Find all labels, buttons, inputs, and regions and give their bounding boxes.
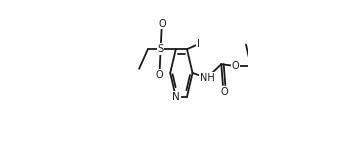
Text: O: O (221, 87, 228, 97)
Text: O: O (232, 61, 239, 71)
Text: O: O (158, 19, 166, 29)
Text: S: S (158, 44, 164, 54)
Text: N: N (172, 92, 180, 102)
Text: O: O (156, 70, 163, 80)
Text: I: I (197, 39, 200, 49)
Text: NH: NH (200, 73, 214, 83)
